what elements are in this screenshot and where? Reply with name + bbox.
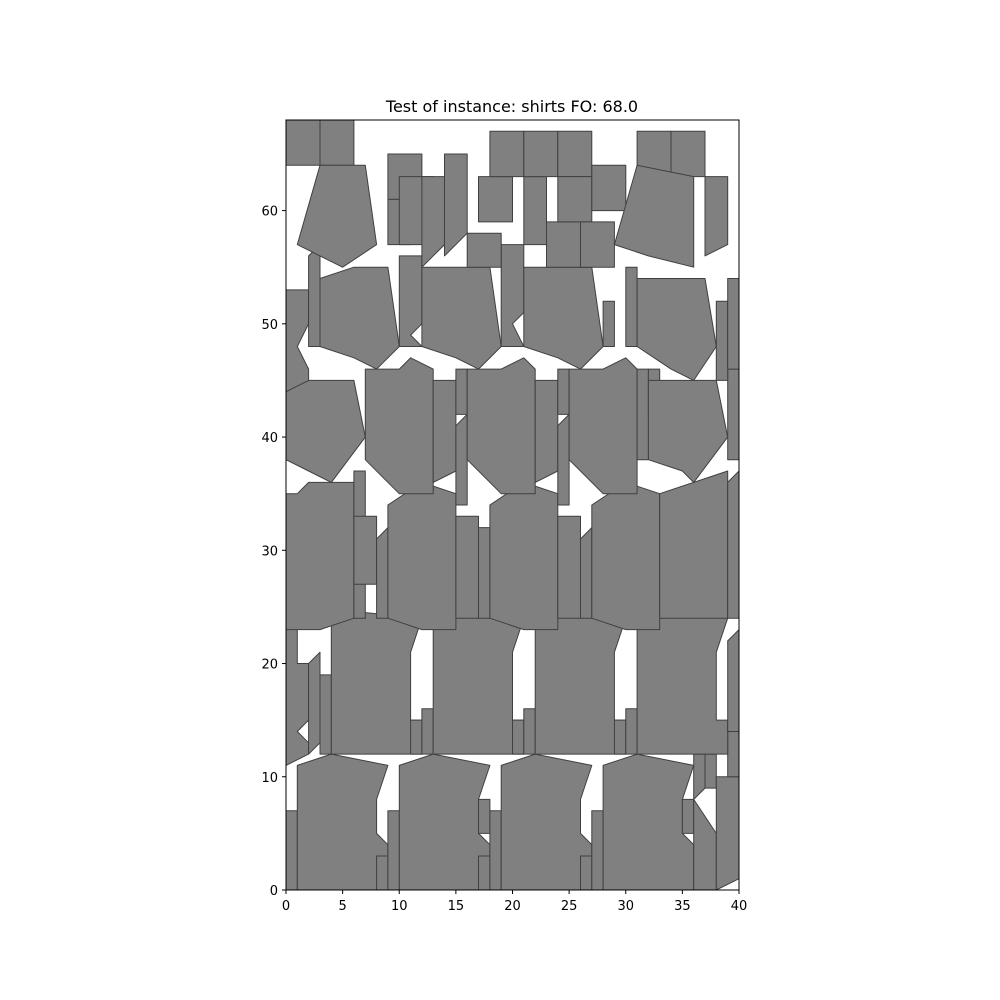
piece-65 xyxy=(602,300,615,347)
y-tick-label: 60 xyxy=(261,205,278,220)
y-tick-label: 0 xyxy=(270,884,278,899)
x-tick-label: 25 xyxy=(561,899,578,914)
piece-69 xyxy=(727,278,739,370)
piece-46 xyxy=(432,379,457,483)
piece-41 xyxy=(591,481,661,631)
piece-45 xyxy=(364,357,434,495)
piece-49 xyxy=(466,357,536,495)
piece-19 xyxy=(319,674,332,755)
piece-10 xyxy=(591,810,604,890)
x-tick-label: 30 xyxy=(617,899,634,914)
pieces-layer xyxy=(286,120,739,890)
y-tick-label: 20 xyxy=(261,658,278,673)
piece-81 xyxy=(523,176,547,246)
piece-51 xyxy=(557,413,570,506)
piece-5 xyxy=(478,855,491,890)
piece-7 xyxy=(489,810,502,890)
piece-38 xyxy=(489,481,559,631)
piece-60 xyxy=(319,266,400,370)
piece-1 xyxy=(296,753,389,890)
piece-89 xyxy=(670,130,706,178)
piece-70 xyxy=(286,120,321,166)
piece-47 xyxy=(455,413,468,506)
piece-52 xyxy=(557,368,570,415)
x-axis: 0 5 10 15 20 25 30 35 40 xyxy=(282,890,747,914)
piece-12 xyxy=(681,798,695,834)
piece-15 xyxy=(715,776,739,890)
piece-36 xyxy=(455,515,479,619)
piece-57 xyxy=(727,368,739,461)
piece-48 xyxy=(455,368,468,415)
piece-59 xyxy=(308,244,321,347)
piece-27 xyxy=(613,719,627,755)
piece-84 xyxy=(557,130,593,178)
piece-54 xyxy=(636,368,649,461)
y-tick-label: 10 xyxy=(261,771,278,786)
piece-43 xyxy=(727,470,739,619)
piece-35 xyxy=(387,481,457,631)
piece-4 xyxy=(398,753,491,890)
x-tick-label: 5 xyxy=(338,899,346,914)
piece-50 xyxy=(534,379,559,483)
piece-25 xyxy=(523,708,536,755)
piece-30 xyxy=(727,629,739,732)
x-tick-label: 10 xyxy=(391,899,408,914)
piece-26 xyxy=(534,612,627,755)
piece-8 xyxy=(500,753,593,890)
x-tick-label: 40 xyxy=(731,899,748,914)
piece-23 xyxy=(432,612,525,755)
piece-16 xyxy=(727,731,739,778)
x-tick-label: 20 xyxy=(504,899,521,914)
y-axis: 0 10 20 30 40 50 60 xyxy=(261,205,286,899)
piece-77 xyxy=(444,153,468,257)
piece-72 xyxy=(296,164,378,268)
x-tick-label: 15 xyxy=(448,899,465,914)
piece-86 xyxy=(580,221,615,268)
y-tick-label: 40 xyxy=(261,431,278,446)
piece-58 xyxy=(286,289,310,393)
x-tick-label: 35 xyxy=(674,899,691,914)
piece-85 xyxy=(557,176,593,223)
piece-18 xyxy=(308,651,321,755)
piece-82 xyxy=(523,130,559,178)
y-tick-label: 30 xyxy=(261,544,278,559)
piece-28 xyxy=(625,708,638,755)
piece-66 xyxy=(625,266,638,347)
piece-53 xyxy=(568,357,638,495)
piece-37 xyxy=(478,527,491,619)
piece-83 xyxy=(546,221,581,268)
piece-2 xyxy=(376,855,389,890)
x-tick-label: 0 xyxy=(282,899,290,914)
y-tick-label: 50 xyxy=(261,318,278,333)
piece-6 xyxy=(478,798,491,834)
piece-0 xyxy=(286,810,298,890)
piece-14 xyxy=(704,753,717,789)
piece-29 xyxy=(636,612,729,755)
piece-31 xyxy=(286,481,355,631)
piece-40 xyxy=(580,527,593,619)
piece-78 xyxy=(466,232,502,268)
piece-79 xyxy=(478,176,513,223)
piece-9 xyxy=(580,855,593,890)
piece-22 xyxy=(421,708,434,755)
piece-33 xyxy=(353,515,378,585)
chart-title: Test of instance: shirts FO: 68.0 xyxy=(385,97,638,116)
piece-39 xyxy=(557,515,581,619)
piece-71 xyxy=(319,120,355,166)
piece-68 xyxy=(715,300,729,381)
piece-21 xyxy=(410,719,423,755)
piece-20 xyxy=(330,612,423,755)
piece-80 xyxy=(489,130,525,178)
piece-34 xyxy=(376,527,389,619)
piece-24 xyxy=(512,719,525,755)
piece-3 xyxy=(387,810,400,890)
piece-90 xyxy=(613,164,695,268)
piece-91 xyxy=(704,176,729,257)
piece-87 xyxy=(591,164,627,212)
piece-11 xyxy=(602,753,695,890)
piece-42 xyxy=(659,470,729,619)
